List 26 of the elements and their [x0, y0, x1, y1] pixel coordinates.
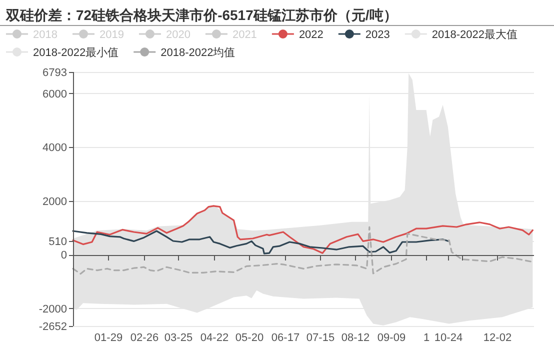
legend-label: 2018-2022最小值 — [33, 46, 119, 59]
y-tick-label: -2652 — [38, 321, 67, 333]
x-tick-label: 04-22 — [200, 332, 229, 344]
x-tick-label: 07-15 — [306, 332, 335, 344]
y-tick-label: 6000 — [42, 88, 67, 100]
x-tick-label: 08-12 — [341, 332, 370, 344]
x-tick-label: 1 — [423, 332, 430, 344]
y-tick-label: -2000 — [38, 303, 67, 316]
x-tick-label: 02-26 — [130, 332, 159, 344]
x-tick-label: 12-02 — [483, 332, 512, 344]
x-tick-label: 05-20 — [235, 332, 264, 344]
x-tick-label: 10-24 — [434, 332, 463, 344]
x-tick-label: 03-25 — [164, 332, 193, 344]
legend-label: 2018-2022均值 — [160, 47, 236, 59]
legend-label: 2023 — [365, 29, 390, 41]
x-tick-label: 06-17 — [271, 332, 300, 344]
y-tick-label: 510 — [48, 236, 67, 248]
legend-label: 2018-2022最大值 — [432, 28, 518, 41]
y-tick-label: 2000 — [42, 196, 67, 208]
x-tick-label: 01-29 — [94, 332, 123, 344]
y-tick-label: 0 — [60, 250, 67, 262]
x-tick-label: 09-09 — [377, 332, 406, 344]
y-tick-label: 4000 — [42, 142, 67, 154]
legend-label: 2022 — [298, 29, 324, 41]
y-tick-label: 6793 — [42, 67, 67, 79]
chart-title: 双硅价差：72硅铁合格块天津市价-6517硅锰江苏市价（元/吨） — [5, 7, 398, 23]
